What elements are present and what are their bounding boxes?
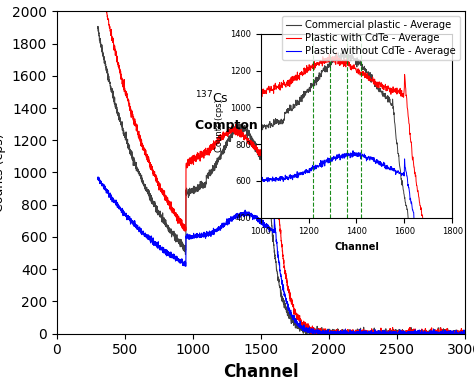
Commercial plastic - Average bbox=[95, 24, 100, 29]
Y-axis label: Counts (cps): Counts (cps) bbox=[0, 133, 6, 212]
Commercial plastic - Average bbox=[190, 186, 196, 190]
Commercial plastic - Average bbox=[303, 331, 309, 336]
Commercial plastic - Average bbox=[228, 135, 234, 140]
Commercial plastic - Average bbox=[115, 111, 121, 116]
Plastic with CdTe - Average bbox=[342, 331, 348, 336]
Plastic with CdTe - Average bbox=[309, 331, 314, 336]
Commercial plastic - Average bbox=[103, 65, 109, 70]
Plastic with CdTe - Average bbox=[103, 5, 109, 9]
Plastic without CdTe - Average bbox=[103, 186, 109, 191]
Commercial plastic - Average bbox=[342, 331, 348, 336]
Plastic with CdTe - Average bbox=[115, 60, 121, 64]
Commercial plastic - Average bbox=[462, 329, 467, 333]
Plastic without CdTe - Average bbox=[310, 331, 315, 336]
Legend: Commercial plastic - Average, Plastic with CdTe - Average, Plastic without CdTe : Commercial plastic - Average, Plastic wi… bbox=[282, 16, 459, 60]
Text: Compton edge: Compton edge bbox=[195, 119, 297, 132]
Plastic with CdTe - Average bbox=[462, 330, 467, 335]
Plastic without CdTe - Average bbox=[342, 330, 348, 334]
Line: Plastic without CdTe - Average: Plastic without CdTe - Average bbox=[98, 177, 465, 334]
Plastic without CdTe - Average bbox=[190, 236, 196, 240]
Plastic without CdTe - Average bbox=[228, 217, 234, 222]
Line: Plastic with CdTe - Average: Plastic with CdTe - Average bbox=[98, 0, 465, 334]
Plastic without CdTe - Average bbox=[288, 310, 293, 315]
Plastic with CdTe - Average bbox=[190, 157, 196, 162]
X-axis label: Channel: Channel bbox=[223, 363, 299, 379]
Plastic without CdTe - Average bbox=[462, 331, 467, 335]
Plastic without CdTe - Average bbox=[95, 175, 101, 179]
Plastic without CdTe - Average bbox=[95, 177, 100, 181]
Plastic without CdTe - Average bbox=[115, 203, 121, 208]
Line: Commercial plastic - Average: Commercial plastic - Average bbox=[98, 27, 465, 334]
Plastic with CdTe - Average bbox=[288, 297, 293, 301]
Plastic with CdTe - Average bbox=[228, 126, 234, 131]
Commercial plastic - Average bbox=[287, 315, 293, 320]
Text: $^{137}$Cs: $^{137}$Cs bbox=[195, 90, 229, 106]
